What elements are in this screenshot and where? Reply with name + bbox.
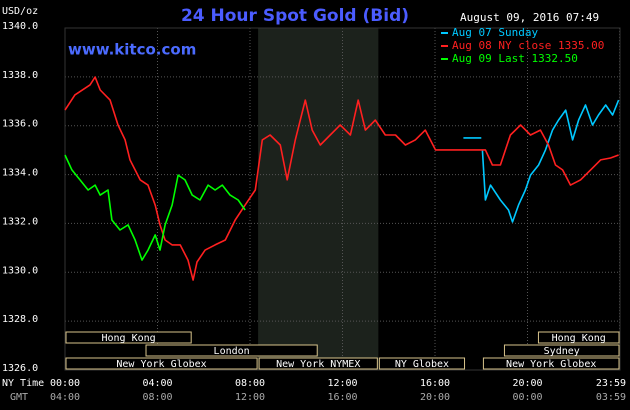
y-tick-label: 1332.0 [2,216,38,227]
legend-label: Aug 09 Last 1332.50 [452,52,578,65]
x-tick-label: 23:59 [596,378,626,389]
session-label: New York Globex [506,359,596,370]
timestamp: August 09, 2016 07:49 [460,11,599,24]
y-tick-label: 1330.0 [2,265,38,276]
series-line [64,154,246,261]
y-tick-label: 1340.0 [2,21,38,32]
session-label: Sydney [544,346,580,357]
x2-tick-label: 12:00 [235,392,265,403]
session-label: Hong Kong [552,333,606,344]
x-tick-label: 08:00 [235,378,265,389]
session-box [378,357,466,370]
x-tick-label: 20:00 [512,378,542,389]
session-box [65,331,192,344]
session-box [258,357,378,370]
x-tick-label: 00:00 [50,378,80,389]
session-box [482,357,620,370]
y-tick-label: 1338.0 [2,70,38,81]
x2-tick-label: 08:00 [142,392,172,403]
session-label: NY Globex [395,359,449,370]
session-label: Hong Kong [102,333,156,344]
y-tick-label: 1336.0 [2,119,38,130]
session-box [65,357,258,370]
x-tick-label: 16:00 [420,378,450,389]
x2-tick-label: 00:00 [512,392,542,403]
plot-frame [64,27,621,371]
unit-label: USD/oz [2,6,38,17]
chart-title: 24 Hour Spot Gold (Bid) [181,6,409,26]
session-box [503,344,620,357]
shaded-range [258,28,379,370]
x-tick-label: 04:00 [142,378,172,389]
x2-tick-label: 04:00 [50,392,80,403]
legend-label: Aug 07 Sunday [452,26,538,39]
legend-label: Aug 08 NY close 1335.00 [452,39,604,52]
session-label: New York NYMEX [276,359,360,370]
x2-axis-label: GMT [10,392,28,403]
y-tick-label: 1326.0 [2,363,38,374]
x2-tick-label: 16:00 [327,392,357,403]
y-tick-label: 1334.0 [2,168,38,179]
session-box [537,331,620,344]
x2-tick-label: 03:59 [596,392,626,403]
series-line [463,99,620,223]
session-label: New York Globex [116,359,206,370]
watermark: www.kitco.com [68,41,196,59]
y-tick-label: 1328.0 [2,314,38,325]
series-line [64,76,619,281]
session-label: London [214,346,250,357]
session-box [145,344,318,357]
x-tick-label: 12:00 [327,378,357,389]
x2-tick-label: 20:00 [420,392,450,403]
x-axis-label: NY Time [2,378,44,389]
